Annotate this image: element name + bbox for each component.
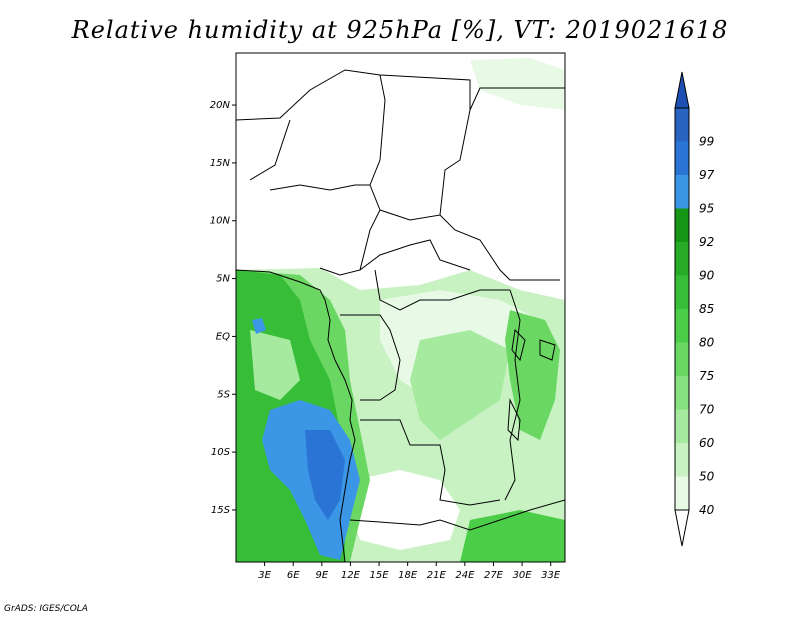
colorbar-segment bbox=[675, 443, 689, 477]
lon-axis: 3E 6E 9E 12E 15E 18E 21E 24E 27E 30E 33E bbox=[258, 562, 561, 581]
colorbar-segment bbox=[675, 342, 689, 376]
border-congo bbox=[340, 314, 401, 401]
country-borders bbox=[236, 69, 565, 562]
colorbar-segment bbox=[675, 141, 689, 175]
colorbar-segment bbox=[675, 175, 689, 209]
colorbar-segment bbox=[675, 476, 689, 510]
colorbar-label: 99 bbox=[699, 135, 714, 149]
colorbar-label: 50 bbox=[699, 470, 715, 484]
lon-tick-label: 18E bbox=[398, 570, 418, 581]
border-north-4 bbox=[269, 184, 370, 191]
colorbar-segment bbox=[675, 309, 689, 343]
lat-tick-label: 10S bbox=[211, 447, 231, 458]
border-south bbox=[349, 499, 565, 531]
lake-outline-3 bbox=[507, 398, 521, 442]
lat-tick-label: 15S bbox=[211, 505, 231, 516]
border-mid-1 bbox=[379, 209, 560, 281]
humidity-field bbox=[236, 58, 565, 562]
colorbar-frame bbox=[674, 107, 690, 511]
colorbar: 40 50 60 70 75 80 85 90 92 95 97 99 bbox=[674, 71, 715, 547]
lat-tick-label: 20N bbox=[210, 100, 231, 111]
colorbar-label: 60 bbox=[699, 436, 715, 450]
colorbar-segment bbox=[675, 409, 689, 443]
lon-tick-label: 30E bbox=[513, 570, 533, 581]
humidity-region-north bbox=[470, 58, 565, 110]
lat-tick-label: 10N bbox=[210, 216, 231, 227]
lat-axis: 20N 15N 10N 5N EQ 5S 10S 15S bbox=[210, 100, 236, 516]
lat-tick-label: 5N bbox=[216, 274, 230, 285]
map-title: Relative humidity at 925hPa [%], VT: 201… bbox=[71, 16, 729, 44]
colorbar-above-arrow bbox=[674, 71, 690, 109]
dry-region-south bbox=[350, 470, 460, 550]
lon-tick-label: 33E bbox=[541, 570, 561, 581]
lon-tick-label: 15E bbox=[370, 570, 390, 581]
colorbar-label: 40 bbox=[699, 503, 715, 517]
colorbar-segment bbox=[675, 376, 689, 410]
lon-tick-label: 27E bbox=[484, 570, 504, 581]
border-mid-4 bbox=[374, 269, 510, 311]
lake-outline-1 bbox=[511, 328, 526, 362]
colorbar-label: 85 bbox=[699, 302, 714, 316]
lat-tick-label: 5S bbox=[217, 389, 230, 400]
lon-tick-label: 21E bbox=[427, 570, 447, 581]
humidity-region-ocean-light bbox=[250, 330, 300, 400]
humidity-region-mid bbox=[410, 330, 510, 440]
colorbar-label: 70 bbox=[699, 403, 715, 417]
colorbar-segment bbox=[675, 208, 689, 242]
lon-tick-label: 9E bbox=[315, 570, 328, 581]
colorbar-segment bbox=[675, 242, 689, 276]
lon-tick-label: 6E bbox=[287, 570, 300, 581]
colorbar-label: 90 bbox=[699, 269, 715, 283]
colorbar-segment bbox=[675, 108, 689, 142]
saturated-region-2 bbox=[305, 430, 345, 520]
coastline bbox=[236, 269, 356, 562]
lat-tick-label: 15N bbox=[210, 158, 231, 169]
border-mid-2 bbox=[439, 109, 471, 216]
lon-tick-label: 3E bbox=[258, 570, 271, 581]
humidity-region-southeast bbox=[460, 510, 565, 562]
border-north-2 bbox=[249, 119, 291, 181]
colorbar-label: 95 bbox=[699, 202, 714, 216]
colorbar-segment bbox=[675, 275, 689, 309]
colorbar-label: 80 bbox=[699, 336, 715, 350]
lon-tick-label: 12E bbox=[341, 570, 361, 581]
lat-tick-label: EQ bbox=[216, 331, 230, 342]
border-mid-3 bbox=[359, 239, 471, 271]
credit-text: GrADS: IGES/COLA bbox=[4, 604, 88, 614]
colorbar-label: 97 bbox=[699, 168, 715, 182]
colorbar-below-arrow bbox=[674, 509, 690, 547]
lon-tick-label: 24E bbox=[455, 570, 475, 581]
saturated-region-3 bbox=[252, 318, 266, 334]
map-frame bbox=[235, 52, 566, 563]
border-angola bbox=[360, 419, 501, 506]
border-north-3 bbox=[319, 74, 386, 276]
border-drc-east bbox=[504, 289, 521, 501]
colorbar-label: 75 bbox=[699, 369, 714, 383]
lake-outline-2 bbox=[539, 339, 556, 361]
colorbar-label: 92 bbox=[699, 235, 714, 249]
